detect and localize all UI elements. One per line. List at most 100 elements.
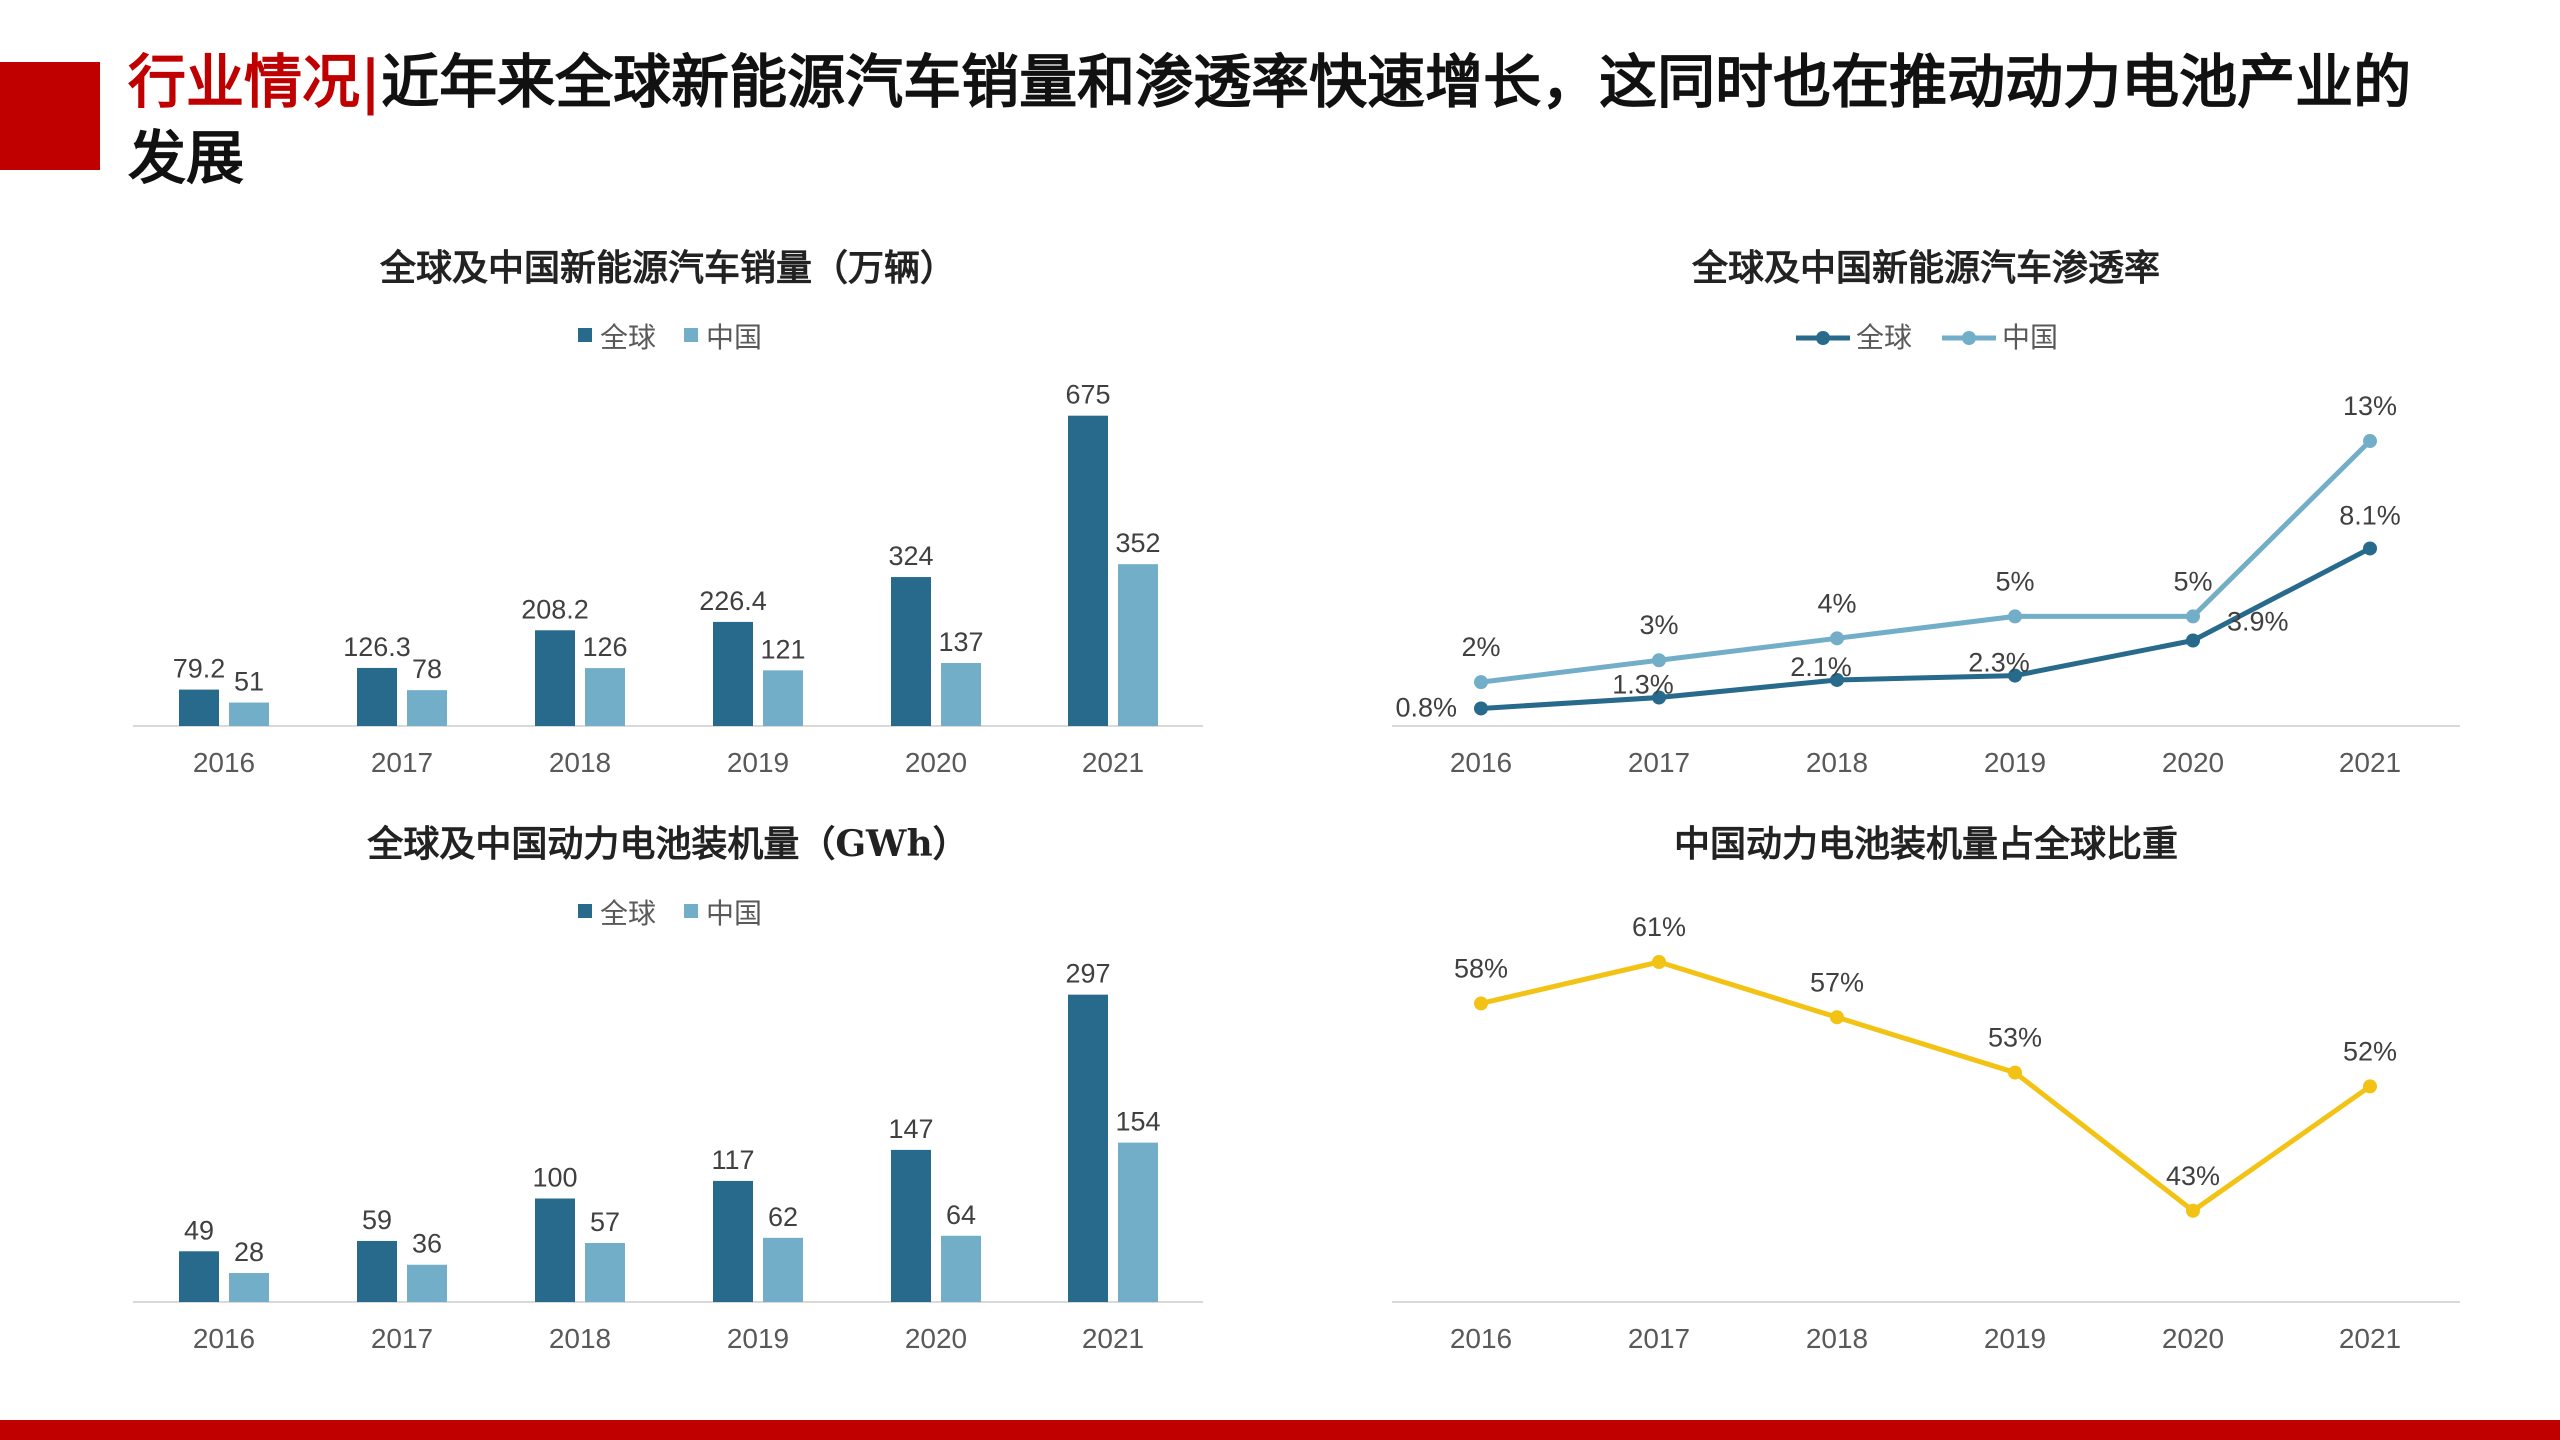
series-point [1652,653,1666,668]
data-label: 62 [768,1202,798,1232]
series-line [1480,439,2372,685]
series-point [1474,996,1488,1011]
chart-china-battery-share-marks: 2016 2017 2018 2019 2020 2021 58% 61% 57% 53% 43% 5… [1450,912,2401,1354]
data-label: 36 [412,1229,442,1259]
data-label: 297 [1065,959,1110,989]
bar-china [1118,564,1158,726]
legend-label-china: 中国 [706,321,762,354]
bar-global [357,1240,397,1302]
chart-ev-penetration-marks: 2016 2017 2018 2019 2020 2021 0.8% 1.3% 2.1% 2.3%… [1395,391,2401,778]
data-label: 57 [590,1207,620,1237]
data-label: 4% [1817,588,1856,618]
x-tick-label: 2016 [1450,1323,1512,1354]
series-line [1480,546,2372,711]
x-tick-label: 2021 [2339,747,2401,778]
data-label: 675 [1065,380,1110,410]
page-title-text: 近年来全球新能源汽车销量和渗透率快速增长，这同时也在推动动力电池产业的发展 [128,48,2412,192]
data-label: 126.3 [343,632,411,662]
x-tick-label: 2019 [727,1323,789,1354]
data-label: 8.1% [2339,500,2401,530]
x-tick-label: 2019 [1984,747,2046,778]
bar-global [891,1149,931,1302]
series-point [2186,633,2200,648]
data-label: 2.3% [1968,648,2030,678]
series-point [2363,434,2377,449]
x-tick-label: 2018 [549,747,611,778]
bar-china [585,1243,625,1302]
x-tick-label: 2021 [1082,1323,1144,1354]
x-tick-label: 2020 [2162,1323,2224,1354]
legend-label-global: 全球 [600,897,656,930]
page-title-prefix: 行业情况 [128,48,361,116]
chart-ev-sales-title: 全球及中国新能源汽车销量（万辆） [379,247,956,289]
chart-battery-installed-marks: 2016 2017 2018 2019 2020 2021 49 59 100 117 147 297… [179,959,1161,1354]
data-label: 154 [1115,1107,1160,1137]
bar-global [179,1251,219,1302]
x-tick-label: 2017 [1628,747,1690,778]
bar-global [713,621,753,726]
data-label: 100 [532,1163,577,1193]
series-point [1474,701,1488,716]
x-tick-label: 2021 [1082,747,1144,778]
data-label: 49 [184,1215,214,1245]
legend-swatch-global [578,328,592,342]
x-tick-label: 2016 [193,747,255,778]
legend-swatch-global [578,904,592,918]
series-point [1830,631,1844,646]
legend-label-global: 全球 [600,321,656,354]
series-point [2363,1079,2377,1094]
series-point [2186,609,2200,624]
bar-global [179,689,219,726]
bar-china [941,663,981,726]
bar-global [535,630,575,726]
data-label: 352 [1115,528,1160,558]
chart-ev-penetration-title: 全球及中国新能源汽车渗透率 [1691,247,2160,289]
chart-battery-installed-legend: 全球 中国 [578,897,762,930]
data-label: 2.1% [1790,652,1852,682]
x-tick-label: 2018 [1806,1323,1868,1354]
bar-global [535,1198,575,1302]
data-label: 43% [2166,1161,2220,1191]
x-tick-label: 2018 [1806,747,1868,778]
chart-ev-sales-marks: 2016 2017 2018 2019 2020 2021 79.2 126.3 208.2 22… [173,380,1161,778]
series-point [2186,1203,2200,1218]
data-label: 126 [582,632,627,662]
bar-global [357,667,397,726]
data-label: 51 [234,667,264,697]
chart-ev-sales: 全球及中国新能源汽车销量（万辆） 全球 中国 2016 2017 2018 2019 2… [133,247,1203,778]
series-point [2008,609,2022,624]
chart-china-battery-share: 中国动力电池装机量占全球比重 2016 2017 2018 2019 2020 2021 5… [1392,823,2460,1354]
data-label: 59 [362,1205,392,1235]
data-label: 64 [946,1200,976,1230]
bar-china [407,690,447,726]
legend-swatch-china [684,904,698,918]
bar-china [229,702,269,726]
data-label: 1.3% [1612,670,1674,700]
x-tick-label: 2019 [727,747,789,778]
data-label: 3% [1639,610,1678,640]
bar-china [763,1237,803,1302]
x-tick-label: 2016 [1450,747,1512,778]
data-label: 5% [1995,566,2034,596]
legend-label-global: 全球 [1856,321,1912,354]
bar-china [1118,1142,1158,1302]
x-tick-label: 2017 [1628,1323,1690,1354]
legend-marker-global [1816,331,1830,345]
title-accent-block [0,62,100,170]
series-point [1830,1010,1844,1025]
bar-china [585,668,625,726]
data-label: 2% [1461,632,1500,662]
series-point [2363,541,2377,556]
data-label: 13% [2343,391,2397,421]
series-point [1652,954,1666,969]
legend-label-china: 中国 [2002,321,2058,354]
data-label: 226.4 [699,586,767,616]
data-label: 78 [412,654,442,684]
data-label: 121 [760,634,805,664]
data-label: 57% [1810,967,1864,997]
data-label: 0.8% [1395,692,1457,722]
x-tick-label: 2016 [193,1323,255,1354]
data-label: 147 [888,1114,933,1144]
data-label: 61% [1632,912,1686,942]
